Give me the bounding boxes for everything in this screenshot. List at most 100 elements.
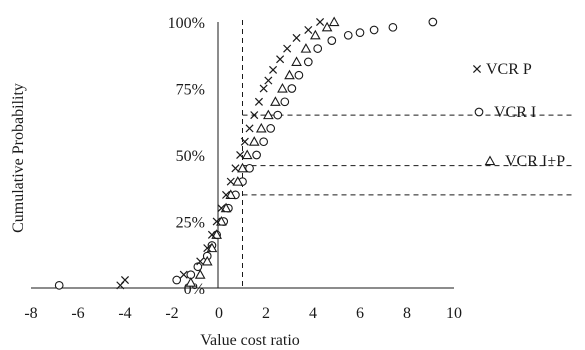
data-point-triangle — [201, 255, 213, 266]
data-point-x — [240, 137, 249, 146]
data-point-triangle — [237, 162, 248, 173]
data-point-x — [196, 257, 205, 266]
series-triangle — [185, 16, 340, 287]
legend-triangle-icon — [484, 155, 496, 166]
data-point-circle — [273, 110, 283, 120]
legend-label-vcr-i: VCR I — [494, 104, 536, 121]
data-point-x — [203, 244, 212, 253]
data-point-x — [236, 150, 245, 160]
data-point-triangle — [310, 29, 321, 40]
legend-x-icon — [472, 64, 482, 74]
y-tick-label: 75% — [176, 82, 205, 99]
x-tick-label: 0 — [215, 305, 223, 322]
data-point-triangle — [263, 109, 274, 120]
data-point-triangle — [211, 229, 222, 239]
data-point-circle — [303, 57, 313, 67]
legend-marker-triangle — [484, 155, 496, 166]
data-point-x — [222, 190, 231, 199]
data-point-circle — [280, 97, 290, 107]
data-point-circle — [172, 275, 182, 285]
data-point-circle — [245, 163, 254, 173]
data-point-circle — [287, 84, 297, 93]
data-point-x — [207, 230, 216, 239]
data-point-circle — [266, 124, 276, 133]
x-tick-label: -4 — [118, 305, 131, 322]
data-point-triangle — [277, 82, 288, 93]
data-point-circle — [313, 44, 323, 53]
reference-lines — [242, 20, 572, 288]
data-point-x — [264, 76, 273, 85]
data-point-triangle — [284, 69, 295, 80]
y-axis-title: Cumulative Probability — [10, 83, 27, 233]
data-point-triangle — [300, 43, 312, 53]
x-tick-label: -8 — [24, 305, 37, 322]
y-tick-labels: 0%25%50%75%100% — [168, 15, 205, 298]
legend-marker-x — [472, 64, 482, 74]
data-point-circle — [343, 30, 353, 40]
data-point-triangle — [206, 242, 218, 253]
axes — [31, 22, 454, 289]
y-tick-label: 100% — [168, 15, 205, 32]
data-point-x — [226, 177, 235, 186]
data-point-x — [231, 164, 240, 173]
data-points — [54, 16, 438, 290]
data-point-triangle — [194, 269, 206, 279]
legend-circle-icon — [474, 107, 484, 117]
legend-label-vcr-p: VCR P — [486, 61, 532, 78]
data-point-x — [304, 25, 313, 35]
x-axis-title: Value cost ratio — [200, 332, 300, 349]
data-point-circle — [428, 17, 438, 27]
data-point-triangle — [216, 215, 227, 226]
data-point-circle — [369, 25, 379, 35]
legend-item-vcr-p: VCR P — [472, 61, 532, 78]
legend: VCR P VCR I VCR I+P — [472, 61, 565, 170]
x-tick-label: 8 — [403, 305, 411, 322]
x-tick-label: 4 — [309, 305, 317, 322]
data-point-x — [245, 124, 254, 133]
data-point-x — [292, 33, 301, 42]
data-point-circle — [355, 28, 365, 37]
data-point-circle — [252, 150, 261, 160]
data-point-circle — [327, 36, 337, 45]
data-point-triangle — [225, 189, 237, 199]
data-point-x — [283, 44, 292, 53]
legend-label-vcr-ip: VCR I+P — [505, 153, 565, 170]
data-point-x — [254, 97, 263, 106]
data-point-x — [316, 17, 325, 27]
x-tick-label: 10 — [446, 305, 462, 322]
y-tick-label: 50% — [176, 148, 205, 165]
y-tick-label: 25% — [176, 215, 205, 232]
data-point-circle — [388, 22, 398, 32]
data-point-x — [120, 275, 130, 285]
data-point-triangle — [255, 122, 267, 133]
data-point-x — [217, 204, 226, 213]
data-point-x — [212, 217, 221, 226]
x-tick-labels: -8 -6 -4 -2 0 2 4 6 8 10 — [24, 305, 462, 322]
data-point-x — [179, 270, 188, 279]
data-point-circle — [294, 70, 304, 80]
data-point-triangle — [241, 149, 253, 160]
series-x — [116, 17, 325, 290]
x-tick-label: -2 — [165, 305, 178, 322]
legend-marker-circle — [474, 107, 484, 117]
data-point-x — [250, 111, 259, 120]
data-point-triangle — [270, 96, 281, 106]
data-point-circle — [54, 280, 64, 290]
data-point-triangle — [328, 16, 340, 27]
x-tick-label: -6 — [71, 305, 84, 322]
data-point-triangle — [185, 277, 197, 287]
data-point-triangle — [248, 136, 260, 146]
data-point-circle — [259, 137, 269, 147]
data-point-x — [269, 65, 278, 74]
legend-item-vcr-ip: VCR I+P — [484, 153, 565, 170]
data-point-triangle — [232, 176, 244, 186]
data-point-triangle — [321, 21, 333, 32]
data-point-triangle — [220, 202, 232, 213]
legend-item-vcr-i: VCR I — [474, 104, 536, 121]
x-tick-label: 6 — [356, 305, 364, 322]
data-point-triangle — [291, 56, 302, 66]
data-point-x — [276, 55, 285, 64]
data-point-x — [259, 84, 268, 93]
x-tick-label: 2 — [262, 305, 270, 322]
